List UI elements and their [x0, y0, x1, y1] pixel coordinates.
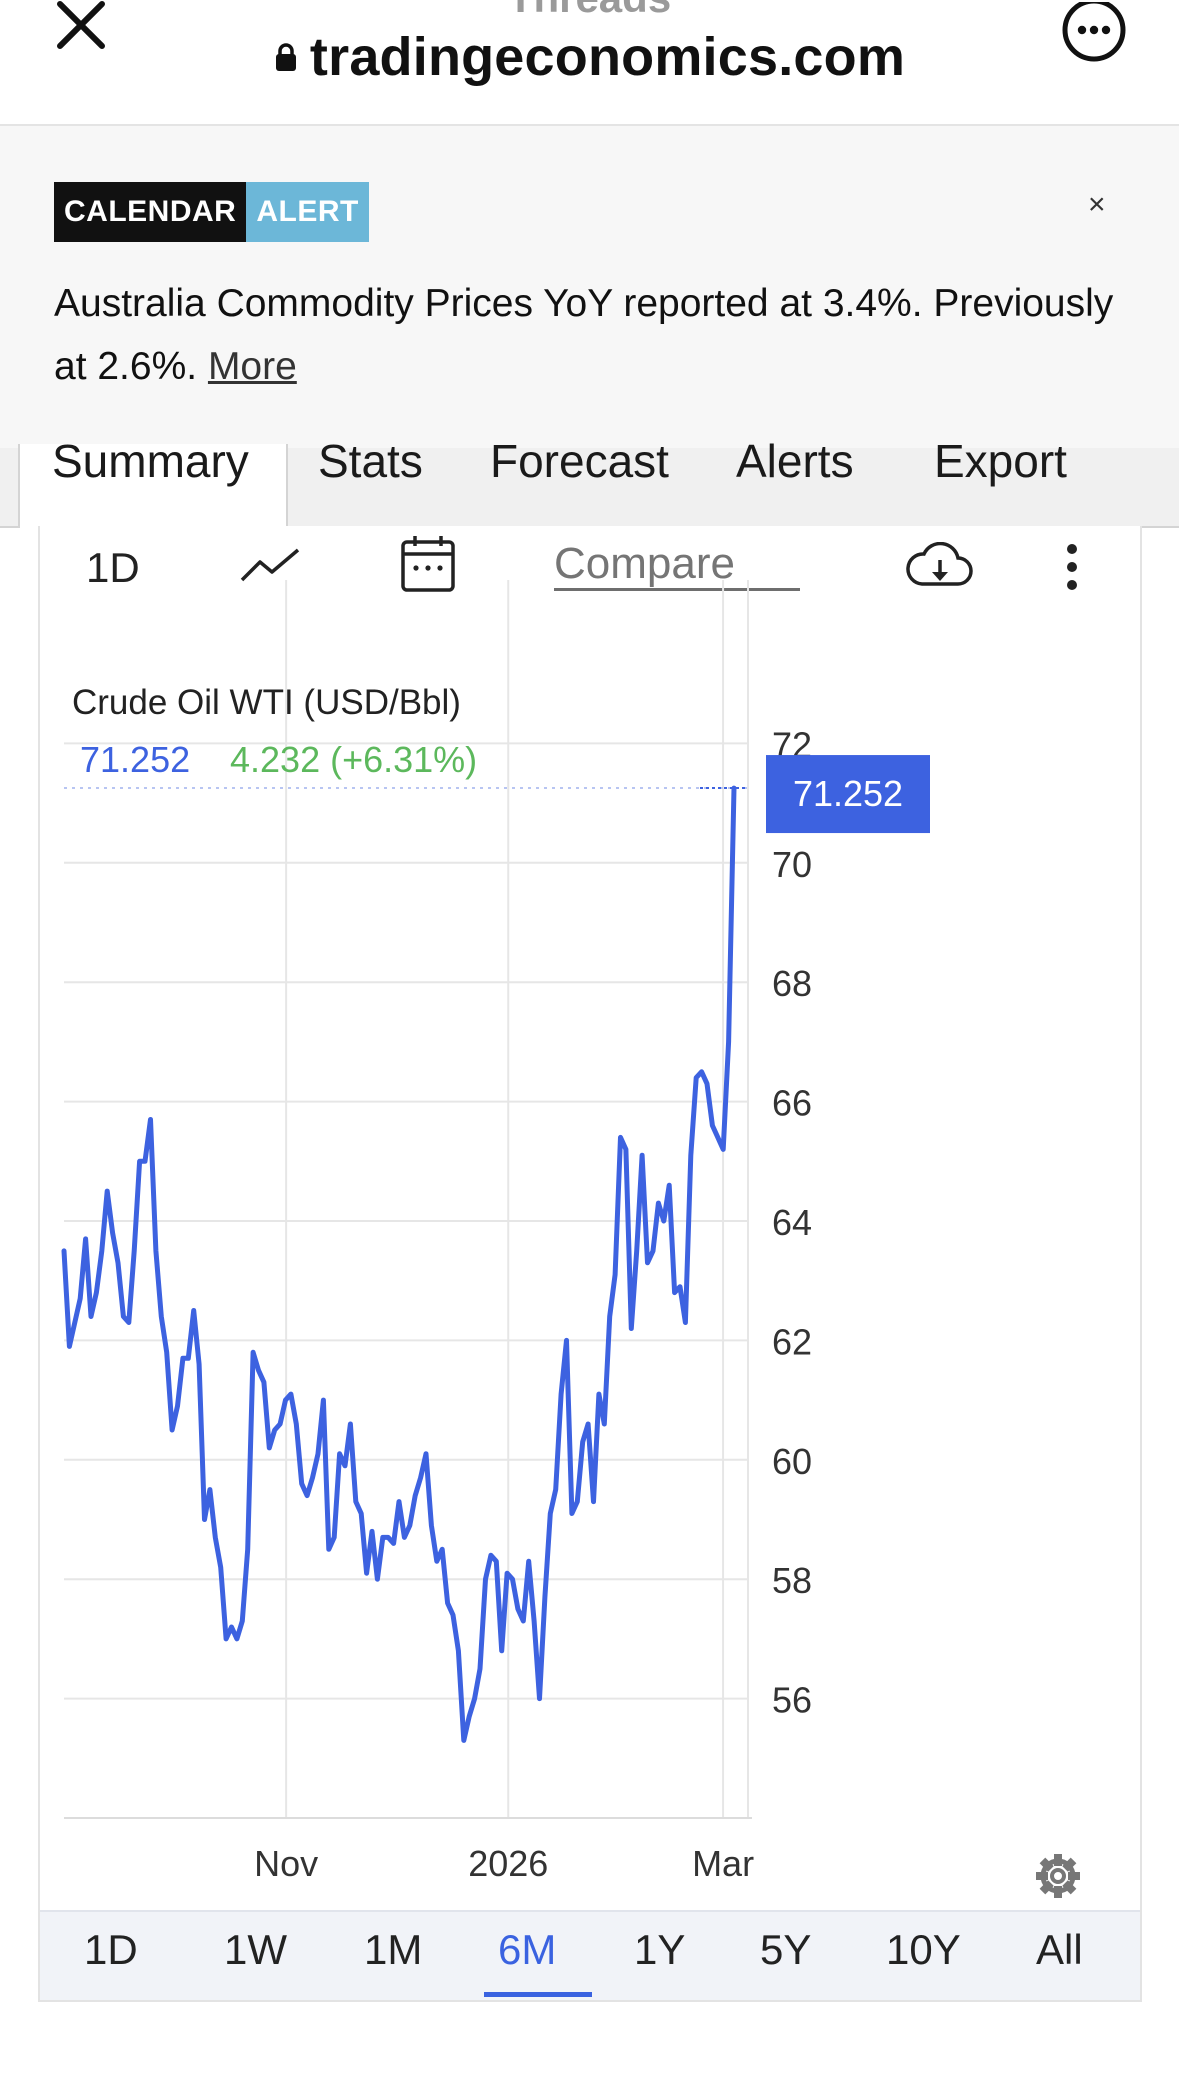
range-10y[interactable]: 10Y: [886, 1926, 961, 1973]
badge-alert-label: ALERT: [246, 182, 369, 242]
line-chart-icon[interactable]: [240, 546, 300, 586]
alert-more-link[interactable]: More: [207, 345, 297, 388]
lock-icon: [275, 43, 296, 71]
range-1y[interactable]: 1Y: [634, 1926, 686, 1973]
y-tick-label: 64: [772, 1202, 812, 1243]
tab-label: Alerts: [736, 435, 854, 487]
calendar-alert-banner: CALENDAR ALERT × Australia Commodity Pri…: [0, 126, 1179, 448]
alert-message-text: Australia Commodity Prices YoY reported …: [54, 282, 1114, 388]
tab-stats[interactable]: Stats: [318, 434, 423, 488]
compare-input[interactable]: [554, 540, 800, 591]
alert-message: Australia Commodity Prices YoY reported …: [54, 272, 1114, 398]
range-5y[interactable]: 5Y: [760, 1926, 812, 1973]
tab-label: Stats: [318, 435, 423, 487]
range-1w[interactable]: 1W: [224, 1926, 287, 1973]
range-1m[interactable]: 1M: [364, 1926, 423, 1973]
y-tick-label: 70: [772, 844, 812, 885]
y-tick-label: 56: [772, 1680, 812, 1721]
alert-close-icon[interactable]: ×: [1088, 188, 1106, 221]
chart-toolbar: 1D: [40, 526, 1140, 616]
gear-hub: [1050, 1868, 1066, 1884]
chart-card: 1D 727068666462605856Nov2026Mar71.252Cru…: [38, 526, 1142, 2002]
y-tick-label: 62: [772, 1321, 812, 1362]
tab-bar: Summary Stats Forecast Alerts Export: [0, 435, 1179, 528]
badge-calendar-label: CALENDAR: [54, 182, 247, 242]
y-tick-label: 60: [772, 1441, 812, 1482]
last-value: 71.252: [80, 739, 190, 780]
cloud-download-icon[interactable]: [904, 542, 974, 590]
y-tick-label: 58: [772, 1560, 812, 1601]
kebab-menu-icon[interactable]: [1064, 542, 1080, 592]
range-1d[interactable]: 1D: [84, 1926, 138, 1973]
tab-forecast[interactable]: Forecast: [490, 434, 669, 488]
calendar-alert-badge: CALENDAR ALERT: [54, 182, 369, 242]
y-tick-label: 66: [772, 1083, 812, 1124]
gear-ring: [1040, 1858, 1076, 1894]
last-price-label: 71.252: [793, 773, 903, 814]
x-tick-label: Nov: [254, 1843, 318, 1884]
tab-label: Forecast: [490, 435, 669, 487]
range-6m[interactable]: 6M: [498, 1926, 557, 1973]
tab-summary[interactable]: Summary: [18, 435, 288, 528]
change-value: 4.232 (+6.31%): [230, 739, 477, 780]
settings-gear-icon[interactable]: [1036, 1854, 1080, 1898]
y-tick-label: 68: [772, 963, 812, 1004]
price-series-line: [61, 785, 737, 1743]
browser-bar: Threads tradingeconomics.com: [0, 0, 1179, 126]
last-price-box: [766, 755, 930, 834]
calendar-icon[interactable]: [400, 534, 456, 594]
tab-alerts[interactable]: Alerts: [736, 434, 854, 488]
address-bar[interactable]: tradingeconomics.com: [0, 26, 1179, 88]
tab-label: Summary: [52, 435, 249, 487]
x-tick-label: 2026: [468, 1843, 548, 1884]
range-all[interactable]: All: [1036, 1926, 1083, 1973]
more-options-icon[interactable]: [1060, 2, 1128, 62]
close-icon[interactable]: [52, 0, 116, 56]
interval-selector[interactable]: 1D: [86, 544, 140, 591]
active-range-indicator: [484, 1992, 592, 1997]
tab-export[interactable]: Export: [934, 434, 1067, 488]
range-selector: 1D 1W 1M 6M 1Y 5Y 10Y All: [40, 1910, 1140, 2000]
browser-page-title: Threads: [0, 0, 1179, 22]
x-tick-label: Mar: [692, 1843, 754, 1884]
url-text: tradingeconomics.com: [309, 27, 906, 87]
chart-title: Crude Oil WTI (USD/Bbl): [72, 683, 461, 722]
tab-label: Export: [934, 435, 1067, 487]
